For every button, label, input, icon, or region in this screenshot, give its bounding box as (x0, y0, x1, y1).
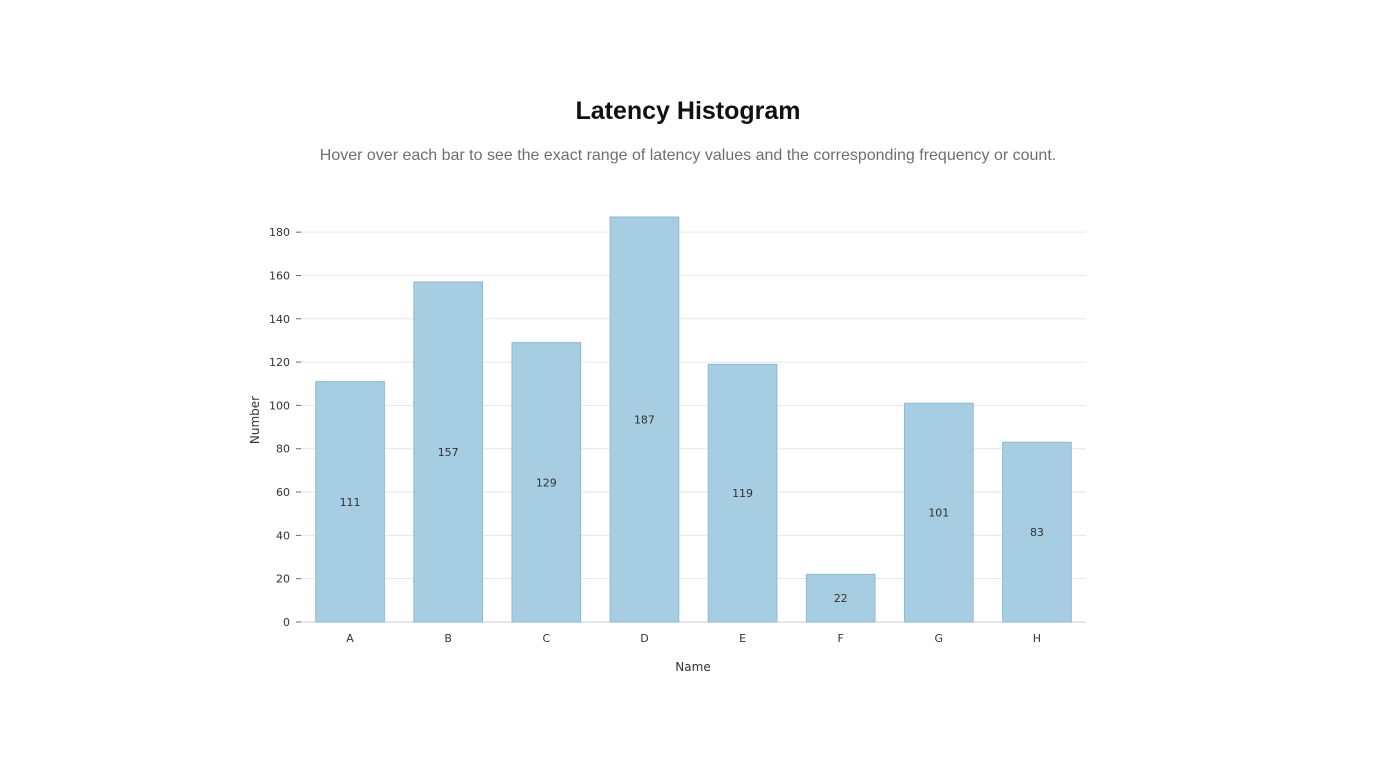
chart-subtitle: Hover over each bar to see the exact ran… (319, 147, 1057, 164)
y-axis-title: Number (248, 396, 262, 444)
data-label: 129 (536, 476, 557, 489)
x-tick-label: G (935, 632, 944, 645)
y-tick-label: 0 (283, 616, 290, 629)
bar-g[interactable] (903, 402, 974, 623)
y-tick-label: 140 (269, 313, 290, 326)
y-tick-label: 100 (269, 399, 290, 412)
x-axis-title: Name (675, 660, 710, 674)
x-tick-label: B (444, 632, 452, 645)
data-label: 187 (634, 414, 655, 427)
y-tick-label: 40 (276, 529, 290, 542)
data-label: 83 (1030, 526, 1044, 539)
data-label: 111 (340, 496, 361, 509)
y-tick-label: 20 (276, 573, 290, 586)
x-tick-label: C (542, 632, 550, 645)
data-label: 157 (438, 446, 459, 459)
x-tick-label: H (1033, 632, 1041, 645)
y-tick-label: 160 (269, 269, 290, 282)
bars (315, 216, 1072, 623)
x-tick-label: F (838, 632, 844, 645)
data-label: 101 (928, 507, 949, 520)
bar-d[interactable] (609, 216, 680, 623)
bar-b[interactable] (413, 281, 484, 623)
bar-h[interactable] (1002, 441, 1072, 623)
x-tick-label: E (739, 632, 746, 645)
bar-a[interactable] (315, 381, 385, 623)
data-label: 22 (834, 592, 848, 605)
x-tick-label: D (640, 632, 648, 645)
y-tick-label: 60 (276, 486, 290, 499)
data-labels: 111 157 129 187 119 22 101 83 (340, 414, 1044, 606)
y-tick-label: 120 (269, 356, 290, 369)
y-axis: 0 20 40 60 80 100 120 140 160 180 (269, 226, 301, 629)
data-label: 119 (732, 487, 753, 500)
bar-f[interactable] (805, 573, 876, 623)
y-tick-label: 80 (276, 443, 290, 456)
y-tick-label: 180 (269, 226, 290, 239)
x-tick-label: A (346, 632, 354, 645)
chart-title: Latency Histogram (575, 97, 801, 125)
bar-c[interactable] (511, 342, 582, 623)
x-axis: A B C D E F G H (346, 632, 1041, 645)
bar-e[interactable] (707, 363, 778, 623)
